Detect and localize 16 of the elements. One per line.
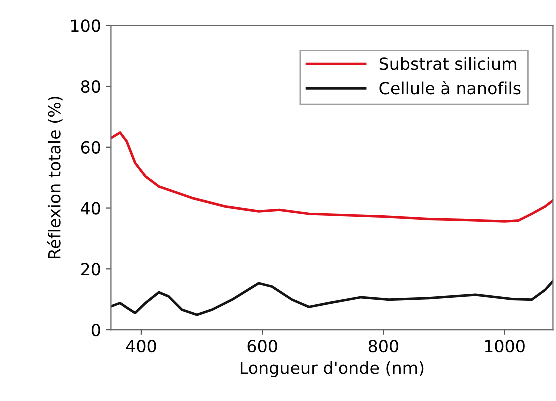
y-tick-label: 40 [81,202,100,215]
x-tick-label: 600 [248,340,278,353]
y-tick-label: 0 [92,324,100,337]
line-series [111,280,554,316]
line-series [111,132,554,223]
y-tick-label: 60 [81,141,100,154]
y-tick-label: 100 [71,20,100,32]
x-tick-label: 1000 [485,340,525,353]
legend-label: Substrat silicium [380,57,516,70]
y-axis-title: Réflexion totale (%) [47,96,63,259]
legend-label: Cellule à nanofils [380,81,521,95]
y-tick-label: 80 [81,80,100,94]
x-tick-label: 400 [126,340,156,353]
y-tick-label: 20 [81,263,100,276]
x-tick-label: 800 [368,340,398,353]
x-axis-title: Longueur d'onde (nm) [240,361,424,378]
